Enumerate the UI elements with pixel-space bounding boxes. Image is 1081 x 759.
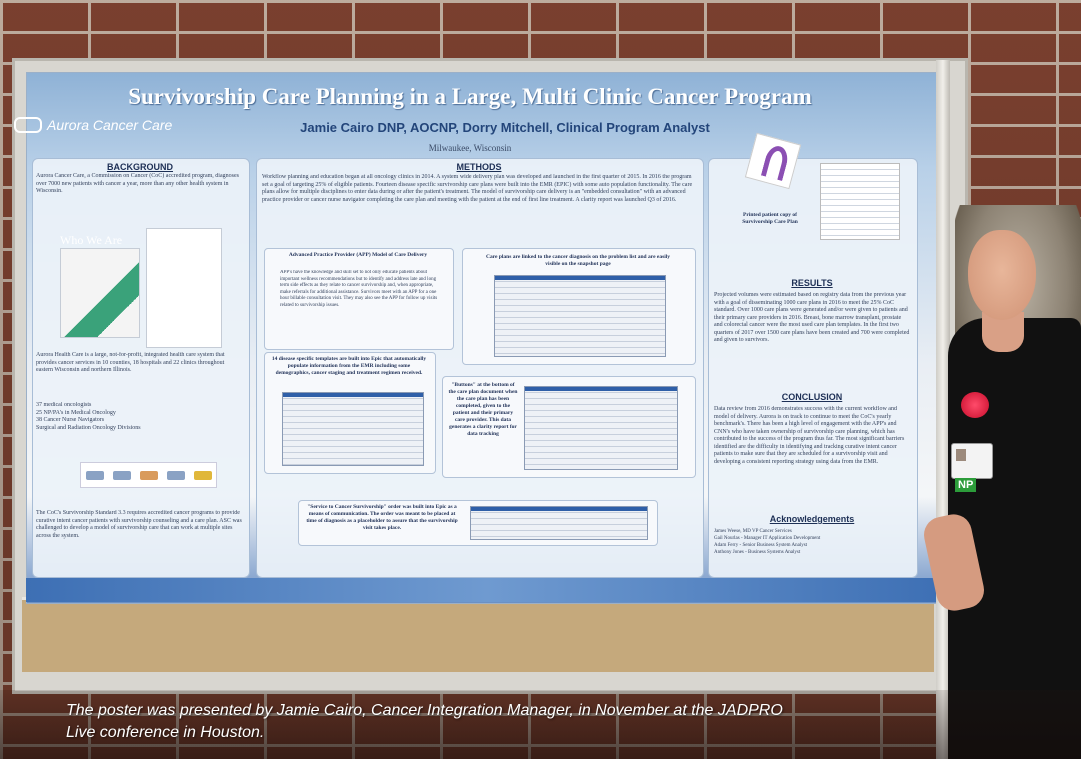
conclusion-heading: CONCLUSION — [781, 392, 843, 402]
buttons-screenshot — [524, 386, 678, 470]
app-model-title: Advanced Practice Provider (APP) Model o… — [288, 252, 428, 258]
snapshot-screenshot — [494, 275, 666, 357]
acknowledgement-item: Anthony Jones - Business Systems Analyst — [714, 550, 801, 555]
background-heading: BACKGROUND — [107, 162, 173, 172]
partner-logo — [166, 470, 185, 480]
order-screenshot — [470, 506, 648, 540]
clinic-map — [146, 228, 222, 348]
diagnosis-box-text: Care plans are linked to the cancer diag… — [485, 254, 671, 267]
partner-logo — [139, 470, 158, 480]
id-badge — [951, 443, 993, 479]
presenter-face — [968, 230, 1036, 320]
acknowledgement-item: Gail Nourlas - Manager IT Application De… — [714, 536, 821, 541]
acknowledgement-item: James Weese, MD VP Cancer Services — [714, 529, 792, 534]
cork-board — [22, 597, 934, 672]
app-model-text: APP's have the knowledge and skill set t… — [280, 270, 438, 308]
buttons-box-text: "Buttons" at the bottom of the care plan… — [448, 382, 518, 437]
flower-pin — [961, 392, 989, 418]
poster-authors: Jamie Cairo DNP, AOCNP, Dorry Mitchell, … — [300, 120, 710, 135]
care-plan-copy — [820, 163, 900, 240]
poster-location: Milwaukee, Wisconsin — [428, 143, 512, 153]
partner-logo — [112, 470, 131, 480]
partner-logos — [80, 462, 217, 488]
lower-wall-shadow — [0, 690, 1081, 759]
background-health-care: Aurora Health Care is a large, not-for-p… — [36, 352, 225, 373]
photo-caption: The poster was presented by Jamie Cairo,… — [66, 702, 783, 741]
who-we-are-heading: Who We Are — [60, 233, 123, 247]
bullet-item: Surgical and Radiation Oncology Division… — [36, 424, 141, 431]
acknowledgements-list: James Weese, MD VP Cancer Services Gail … — [714, 528, 910, 564]
partner-logo — [193, 470, 212, 480]
aurora-logo-icon — [14, 117, 42, 133]
bullet-item: 25 NP/PA's in Medical Oncology — [36, 409, 116, 416]
aurora-logo: Aurora Cancer Care — [14, 117, 172, 133]
printed-copy-label: Printed patient copy of Survivorship Car… — [742, 212, 798, 225]
results-heading: RESULTS — [791, 278, 833, 288]
np-pin: NP — [955, 478, 977, 492]
partner-logo — [85, 470, 104, 480]
background-intro: Aurora Cancer Care, a Commission on Canc… — [36, 173, 239, 194]
methods-heading: METHODS — [456, 162, 502, 172]
acknowledgements-heading: Acknowledgements — [769, 514, 855, 524]
order-box-text: "Service to Cancer Survivorship" order w… — [306, 504, 458, 531]
background-bullets: 37 medical oncologists 25 NP/PA's in Med… — [36, 402, 242, 442]
bullet-item: 38 Cancer Nurse Navigators — [36, 417, 105, 423]
templates-box-text: 14 disease specific templates are built … — [271, 356, 427, 376]
acknowledgement-item: Adam Ferry - Senior Business System Anal… — [714, 543, 808, 548]
template-screenshot — [282, 392, 424, 466]
poster-title: Survivorship Care Planning in a Large, M… — [128, 84, 812, 109]
aurora-logo-text: Aurora Cancer Care — [47, 117, 173, 133]
app-model-box — [264, 248, 454, 350]
methods-body: Workflow planning and education began at… — [262, 174, 693, 203]
conclusion-body: Data review from 2016 demonstrates succe… — [714, 406, 905, 465]
poster-footer-band — [26, 578, 948, 602]
results-body: Projected volumes were estimated based o… — [714, 292, 910, 343]
background-standard: The CoC's Survivorship Standard 3.3 requ… — [36, 510, 242, 539]
wisconsin-map — [60, 248, 140, 338]
bullet-item: 37 medical oncologists — [36, 402, 92, 408]
